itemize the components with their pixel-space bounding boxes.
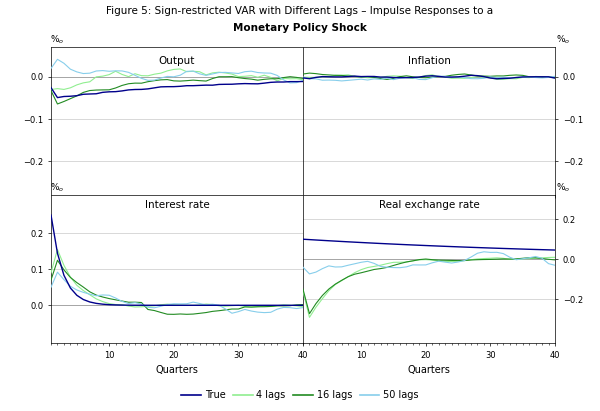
Text: Output: Output [159,56,195,66]
Text: Inflation: Inflation [407,56,451,66]
Text: $\%_o$: $\%_o$ [50,181,64,194]
X-axis label: Quarters: Quarters [155,365,199,375]
Text: $\%_o$: $\%_o$ [50,33,64,46]
Text: $\%_o$: $\%_o$ [556,181,571,194]
Text: Real exchange rate: Real exchange rate [379,200,479,210]
Text: Interest rate: Interest rate [145,200,209,210]
X-axis label: Quarters: Quarters [407,365,451,375]
Text: $\%_o$: $\%_o$ [556,33,571,46]
Text: Monetary Policy Shock: Monetary Policy Shock [233,23,367,32]
Text: Figure 5: Sign-restricted VAR with Different Lags – Impulse Responses to a: Figure 5: Sign-restricted VAR with Diffe… [106,6,494,16]
Legend: True, 4 lags, 16 lags, 50 lags: True, 4 lags, 16 lags, 50 lags [178,386,422,404]
